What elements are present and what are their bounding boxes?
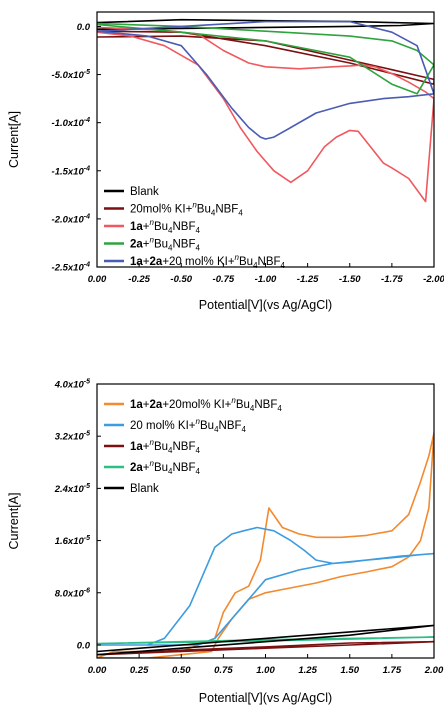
chart-panel-bottom: 0.00 0.25 0.50 0.75 1.00 1.25 1.50 1.75 2.00 0.0 8… (7, 379, 444, 706)
y-tick-label: -1.0x10-4 (52, 117, 91, 129)
y-tick-label: 0.0 (77, 640, 91, 651)
x-tick-label: 2.00 (424, 665, 444, 676)
x-tick-label: -0.25 (128, 274, 150, 285)
y-axis-title: Current[A] (7, 493, 21, 550)
x-tick-label: 1.75 (383, 665, 402, 676)
legend: Blank 20mol% KI+nBu4NBF41a+nBu4NBF42a+nBu… (104, 186, 286, 270)
legend-label: 1a+2a+20mol% KI+nBu4NBF4 (130, 396, 282, 413)
x-axis-title: Potential[V](vs Ag/AgCl) (199, 691, 332, 705)
y-tick-label: 8.0x10-6 (55, 587, 90, 599)
y-tick-label: -2.0x10-4 (52, 213, 91, 225)
legend-label: 20 mol% KI+nBu4NBF4 (130, 417, 247, 434)
legend-label: 1a+nBu4NBF4 (130, 438, 201, 455)
x-tick-label: 1.00 (256, 665, 275, 676)
legend-label: 1a+nBu4NBF4 (130, 218, 201, 235)
x-tick-label: 1.50 (341, 665, 360, 676)
x-tick-label: 0.25 (130, 665, 149, 676)
y-tick-label: -5.0x10-5 (52, 69, 91, 81)
series-s2a-line (97, 22, 434, 95)
legend-item-s2a: 2a+nBu4NBF4 (104, 459, 201, 476)
legend-item-blank: Blank (104, 186, 159, 198)
x-axis-title: Potential[V](vs Ag/AgCl) (199, 298, 332, 312)
series-blank-line (97, 18, 434, 31)
legend-item-mix: 1a+2a+20mol% KI+nBu4NBF4 (104, 396, 282, 413)
y-tick-label: 1.6x10-5 (55, 535, 90, 547)
legend-item-s2a: 2a+nBu4NBF4 (104, 236, 201, 253)
y-tick-label: 0.0 (77, 22, 91, 33)
x-tick-label: -0.50 (170, 274, 192, 285)
legend-label: 20mol% KI+nBu4NBF4 (130, 201, 243, 218)
x-tick-label: -2.00 (423, 274, 444, 285)
x-tick-label: 0.75 (214, 665, 233, 676)
x-tick-label: -1.50 (339, 274, 361, 285)
legend-label: Blank (130, 483, 159, 495)
legend-item-ki: 20 mol% KI+nBu4NBF4 (104, 417, 247, 434)
x-tick-label: 0.50 (172, 665, 191, 676)
y-tick-label: -1.5x10-4 (52, 165, 91, 177)
legend-label: Blank (130, 186, 159, 198)
legend-item-blank: Blank (104, 483, 159, 495)
y-tick-label: 2.4x10-5 (54, 483, 90, 495)
series-blank-line (97, 624, 434, 656)
legend-label: 2a+nBu4NBF4 (130, 236, 201, 253)
x-tick-label: -1.25 (297, 274, 319, 285)
chart-panel-top: 0.00 -0.25 -0.50 -0.75 -1.00 -1.25 -1.50 -1.75 -… (7, 11, 444, 312)
legend-label: 1a+2a+20 mol% KI+nBu4NBF4 (130, 253, 286, 270)
series-mix-line (97, 20, 434, 140)
y-tick-label: 3.2x10-5 (55, 431, 90, 443)
x-tick-label: -0.75 (213, 274, 235, 285)
y-axis-title: Current[A] (7, 111, 21, 168)
x-tick-label: 1.25 (298, 665, 317, 676)
series-s1a-line (97, 26, 434, 203)
y-tick-label: -2.5x10-4 (52, 262, 91, 274)
series-ki-line (97, 30, 434, 85)
series-s1a-line (97, 640, 434, 656)
series-s2a-line (97, 636, 434, 645)
x-tick-label: 0.00 (88, 274, 107, 285)
legend-item-mix: 1a+2a+20 mol% KI+nBu4NBF4 (104, 253, 286, 270)
legend: 1a+2a+20mol% KI+nBu4NBF4 20 mol% KI+nBu4N… (104, 396, 282, 495)
x-tick-label: 0.00 (88, 665, 107, 676)
x-tick-label: -1.75 (381, 274, 403, 285)
y-tick-label: 4.0x10-5 (54, 379, 90, 391)
legend-label: 2a+nBu4NBF4 (130, 459, 201, 476)
x-tick-label: -1.00 (255, 274, 277, 285)
legend-item-s1a: 1a+nBu4NBF4 (104, 438, 201, 455)
legend-item-s1a: 1a+nBu4NBF4 (104, 218, 201, 235)
legend-item-ki: 20mol% KI+nBu4NBF4 (104, 201, 243, 218)
series-ki-line (97, 526, 434, 646)
